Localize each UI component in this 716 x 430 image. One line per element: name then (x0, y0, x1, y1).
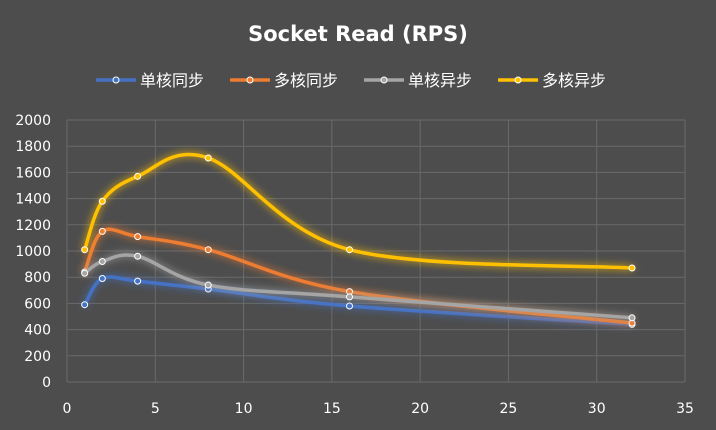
x-tick-label: 15 (323, 401, 341, 417)
x-tick-label: 30 (588, 401, 606, 417)
grid (66, 119, 686, 383)
data-point (81, 301, 89, 309)
y-tick-label: 1600 (15, 165, 51, 181)
data-point (98, 197, 106, 205)
x-tick-label: 20 (411, 401, 429, 417)
legend-item: 单核同步 (96, 71, 204, 90)
legend-item: 多核同步 (230, 71, 338, 90)
x-axis: 0 5 10 15 20 25 30 35 (63, 401, 694, 417)
data-point (346, 302, 354, 310)
x-tick-label: 10 (235, 401, 253, 417)
data-point (81, 246, 89, 254)
chart-title: Socket Read (RPS) (248, 22, 468, 46)
y-tick-label: 0 (42, 375, 51, 391)
data-point (98, 227, 106, 235)
series-单核异步 (81, 252, 636, 322)
x-tick-label: 0 (63, 401, 72, 417)
legend-label: 单核异步 (408, 71, 472, 90)
data-point (134, 172, 142, 180)
legend-label: 单核同步 (140, 71, 204, 90)
data-point (98, 275, 106, 283)
series-line (82, 275, 634, 327)
legend-item: 多核异步 (498, 71, 606, 90)
data-point (204, 154, 212, 162)
x-tick-label: 35 (676, 401, 694, 417)
y-axis: 0 200 400 600 800 1000 1200 1400 1600 1800 2000 (15, 113, 51, 391)
y-tick-label: 200 (24, 349, 51, 365)
y-tick-label: 1000 (15, 244, 51, 260)
data-point (346, 246, 354, 254)
y-tick-label: 600 (24, 296, 51, 312)
data-point (204, 246, 212, 254)
data-point (628, 264, 636, 272)
legend-marker (246, 76, 254, 84)
data-point (98, 257, 106, 265)
series-line (82, 227, 634, 325)
data-point (134, 277, 142, 285)
y-tick-label: 800 (24, 270, 51, 286)
series-单核同步 (81, 275, 636, 328)
legend-item: 单核异步 (364, 71, 472, 90)
x-tick-label: 5 (151, 401, 160, 417)
legend-marker (112, 76, 120, 84)
y-tick-label: 2000 (15, 113, 51, 129)
data-point (134, 252, 142, 260)
x-tick-label: 25 (500, 401, 518, 417)
data-point (204, 281, 212, 289)
legend-marker (514, 76, 522, 84)
y-tick-label: 400 (24, 323, 51, 339)
legend-label: 多核同步 (274, 71, 338, 90)
plot-area (81, 152, 636, 328)
y-tick-label: 1800 (15, 139, 51, 155)
legend-label: 多核异步 (542, 71, 606, 90)
series-多核异步 (81, 152, 636, 272)
data-point (134, 233, 142, 241)
data-point (81, 269, 89, 277)
data-point (346, 293, 354, 301)
y-tick-label: 1400 (15, 192, 51, 208)
legend: 单核同步 多核同步 单核异步 多核异步 (96, 71, 606, 90)
data-point (628, 314, 636, 322)
legend-marker (380, 76, 388, 84)
y-tick-label: 1200 (15, 218, 51, 234)
